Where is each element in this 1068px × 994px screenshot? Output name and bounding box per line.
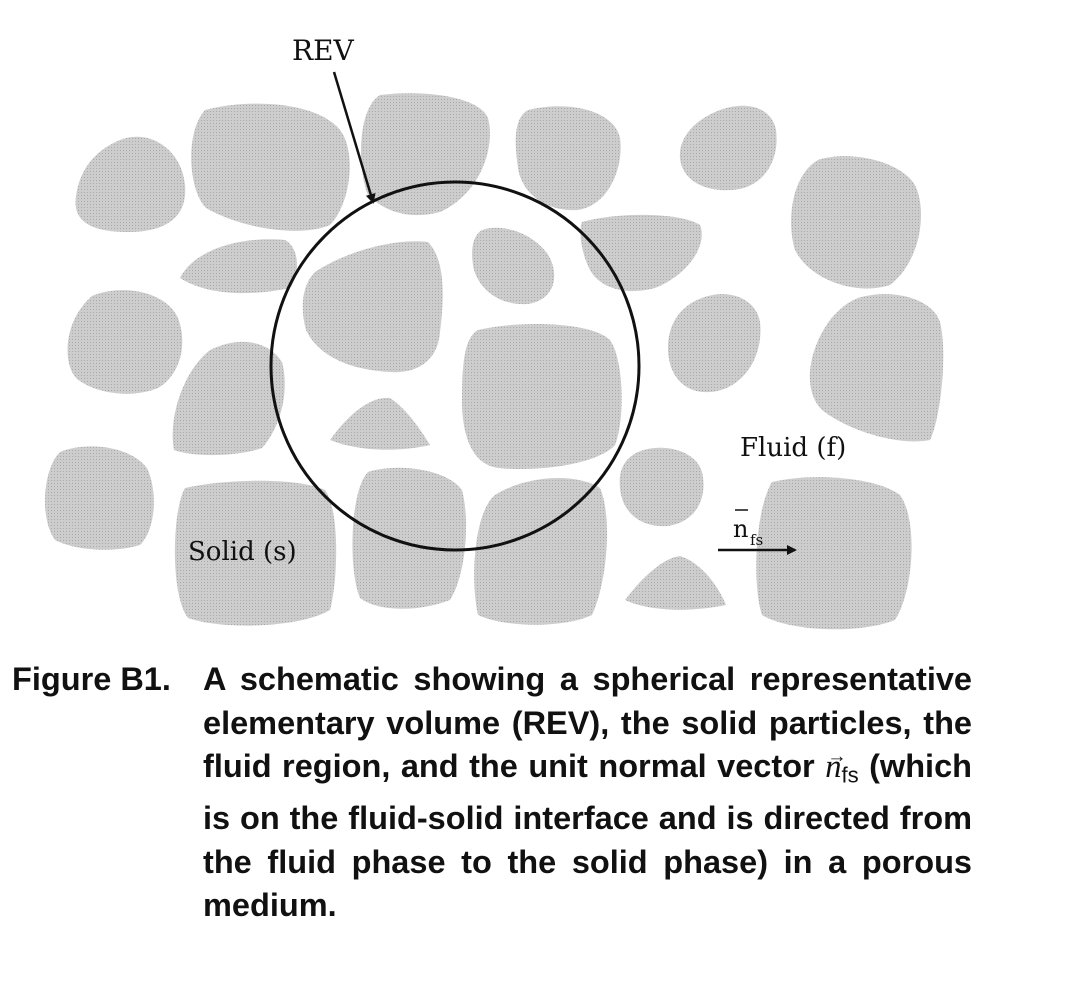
solid-particle [174, 480, 337, 626]
solid-particle [75, 136, 186, 232]
porous-medium-diagram: REV Fluid (f) Solid (s) n fs [44, 34, 944, 630]
solid-particle [515, 106, 621, 211]
solid-particle [352, 467, 466, 609]
figure-caption: Figure B1. A schematic showing a spheric… [12, 658, 972, 928]
solid-particles [44, 93, 944, 630]
solid-particle [756, 477, 912, 630]
solid-particle [580, 214, 702, 292]
solid-particle [191, 103, 350, 231]
solid-particle [679, 105, 777, 191]
solid-particle [809, 294, 944, 442]
solid-particle [668, 294, 761, 393]
solid-particle [472, 227, 555, 305]
rev-pointer-arrow [332, 71, 376, 204]
figure-label: Figure B1. [12, 661, 171, 697]
rev-circle [269, 180, 641, 552]
caption-text-part-1: A schematic showing a spherical represen… [203, 661, 972, 785]
rev-label: REV [292, 34, 355, 67]
solid-particle [462, 324, 622, 470]
solid-particle [474, 478, 607, 625]
solid-particle [619, 447, 704, 527]
vector-arrow-symbol: → [827, 746, 847, 768]
solid-particle [44, 446, 154, 550]
solid-label: Solid (s) [188, 537, 297, 567]
fluid-label: Fluid (f) [740, 433, 846, 463]
solid-particle [172, 341, 285, 456]
solid-particle [360, 93, 490, 216]
normal-vector-label: n [733, 515, 748, 543]
solid-particle [330, 397, 430, 450]
caption-text-part-2: (which is on the fluid-solid interface a… [203, 748, 973, 924]
caption-text: A schematic showing a spherical represen… [203, 658, 972, 928]
solid-particle [180, 239, 297, 294]
normal-vector-subscript: fs [750, 531, 763, 549]
solid-particle [302, 241, 443, 373]
solid-particle [67, 290, 183, 394]
normal-vector: n fs [718, 509, 797, 555]
normal-vector-symbol: → nfs [825, 746, 858, 797]
solid-particle [625, 556, 726, 610]
solid-particle [791, 156, 922, 289]
